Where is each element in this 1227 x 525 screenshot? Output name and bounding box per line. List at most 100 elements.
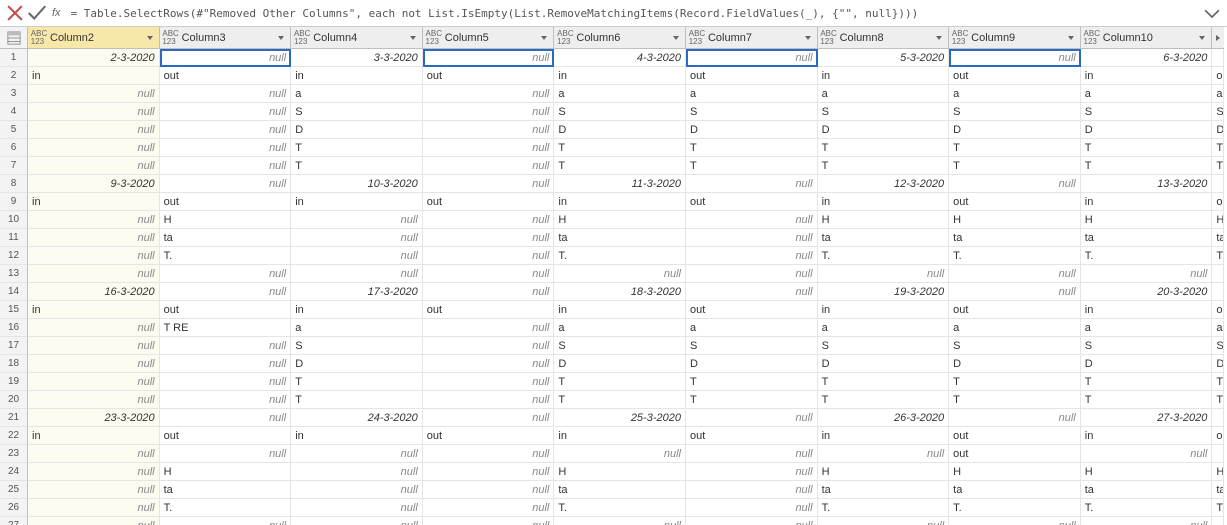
data-cell[interactable]: null: [160, 265, 292, 283]
data-cell[interactable]: a: [686, 319, 818, 337]
data-cell[interactable]: T.: [554, 247, 686, 265]
data-cell[interactable]: H: [554, 211, 686, 229]
data-cell[interactable]: out: [949, 301, 1081, 319]
data-cell[interactable]: T.: [1081, 247, 1213, 265]
data-cell[interactable]: null: [1081, 445, 1213, 463]
data-cell[interactable]: null: [160, 121, 292, 139]
accept-formula-button[interactable]: [26, 2, 48, 24]
data-cell[interactable]: ta: [554, 481, 686, 499]
data-cell[interactable]: null: [28, 121, 160, 139]
data-cell[interactable]: null: [423, 265, 555, 283]
data-cell[interactable]: null: [1081, 517, 1213, 525]
data-cell[interactable]: a: [554, 319, 686, 337]
data-cell[interactable]: in: [818, 427, 950, 445]
data-cell[interactable]: T: [291, 373, 423, 391]
data-cell[interactable]: null: [423, 175, 555, 193]
column-type-icon[interactable]: [820, 30, 838, 46]
data-cell[interactable]: null: [686, 229, 818, 247]
data-cell[interactable]: a: [949, 319, 1081, 337]
column-type-icon[interactable]: [688, 30, 706, 46]
data-cell[interactable]: a: [818, 85, 950, 103]
data-cell[interactable]: null: [291, 229, 423, 247]
data-cell[interactable]: out: [949, 193, 1081, 211]
data-cell[interactable]: a: [686, 85, 818, 103]
data-cell[interactable]: null: [291, 481, 423, 499]
data-cell[interactable]: null: [686, 175, 818, 193]
data-cell[interactable]: T: [949, 391, 1081, 409]
data-cell[interactable]: H: [554, 463, 686, 481]
column-filter-dropdown[interactable]: [669, 31, 683, 45]
data-cell[interactable]: ta: [949, 481, 1081, 499]
row-header[interactable]: 19: [0, 373, 28, 391]
data-cell[interactable]: T: [554, 391, 686, 409]
row-header[interactable]: 26: [0, 499, 28, 517]
data-cell[interactable]: null: [28, 211, 160, 229]
expand-formula-button[interactable]: [1201, 2, 1223, 24]
data-cell[interactable]: T.: [160, 499, 292, 517]
data-cell[interactable]: in: [554, 193, 686, 211]
data-cell[interactable]: null: [423, 121, 555, 139]
data-cell[interactable]: null: [818, 445, 950, 463]
data-cell[interactable]: T: [949, 373, 1081, 391]
data-cell[interactable]: null: [291, 247, 423, 265]
data-cell[interactable]: null: [686, 517, 818, 525]
data-cell[interactable]: null: [160, 373, 292, 391]
data-cell[interactable]: null: [28, 463, 160, 481]
column-filter-dropdown[interactable]: [1195, 31, 1209, 45]
data-cell[interactable]: D: [1081, 121, 1213, 139]
data-cell[interactable]: null: [28, 157, 160, 175]
data-cell[interactable]: 6-3-2020: [1081, 49, 1213, 67]
data-cell[interactable]: null: [686, 409, 818, 427]
data-cell[interactable]: null: [423, 391, 555, 409]
row-header[interactable]: 15: [0, 301, 28, 319]
data-cell[interactable]: null: [291, 445, 423, 463]
data-cell[interactable]: null: [423, 481, 555, 499]
data-cell[interactable]: null: [949, 265, 1081, 283]
row-header[interactable]: 3: [0, 85, 28, 103]
data-cell[interactable]: out: [423, 193, 555, 211]
data-cell[interactable]: in: [28, 193, 160, 211]
data-cell[interactable]: T RE: [160, 319, 292, 337]
row-header[interactable]: 9: [0, 193, 28, 211]
data-cell[interactable]: H: [949, 211, 1081, 229]
data-cell[interactable]: null: [686, 499, 818, 517]
data-cell[interactable]: H: [818, 211, 950, 229]
column-type-icon[interactable]: [162, 30, 180, 46]
data-cell[interactable]: 17-3-2020: [291, 283, 423, 301]
data-cell[interactable]: 12-3-2020: [818, 175, 950, 193]
data-cell[interactable]: in: [291, 67, 423, 85]
data-cell[interactable]: ta: [1081, 229, 1213, 247]
data-cell[interactable]: null: [28, 229, 160, 247]
data-cell[interactable]: null: [160, 283, 292, 301]
column-filter-dropdown[interactable]: [801, 31, 815, 45]
data-cell[interactable]: null: [28, 481, 160, 499]
data-cell[interactable]: null: [28, 337, 160, 355]
data-cell[interactable]: null: [423, 445, 555, 463]
data-cell[interactable]: in: [1081, 193, 1213, 211]
data-cell[interactable]: out: [423, 301, 555, 319]
row-header[interactable]: 27: [0, 517, 28, 525]
data-cell[interactable]: D: [949, 121, 1081, 139]
data-cell[interactable]: D: [949, 355, 1081, 373]
data-cell[interactable]: 4-3-2020: [554, 49, 686, 67]
data-cell[interactable]: out: [686, 427, 818, 445]
data-cell[interactable]: null: [423, 49, 555, 67]
data-cell[interactable]: H: [1081, 463, 1213, 481]
data-cell[interactable]: null: [291, 265, 423, 283]
data-cell[interactable]: null: [554, 265, 686, 283]
data-cell[interactable]: a: [554, 85, 686, 103]
data-cell[interactable]: T.: [160, 247, 292, 265]
data-cell[interactable]: in: [554, 301, 686, 319]
data-cell[interactable]: null: [28, 391, 160, 409]
data-cell[interactable]: S: [1081, 337, 1213, 355]
data-cell[interactable]: ta: [160, 229, 292, 247]
data-cell[interactable]: null: [423, 463, 555, 481]
data-cell[interactable]: T: [291, 157, 423, 175]
data-cell[interactable]: null: [686, 265, 818, 283]
data-cell[interactable]: 5-3-2020: [818, 49, 950, 67]
row-header[interactable]: 11: [0, 229, 28, 247]
column-filter-dropdown[interactable]: [143, 31, 157, 45]
data-cell[interactable]: ta: [554, 229, 686, 247]
data-cell[interactable]: null: [423, 157, 555, 175]
data-cell[interactable]: in: [1081, 301, 1213, 319]
